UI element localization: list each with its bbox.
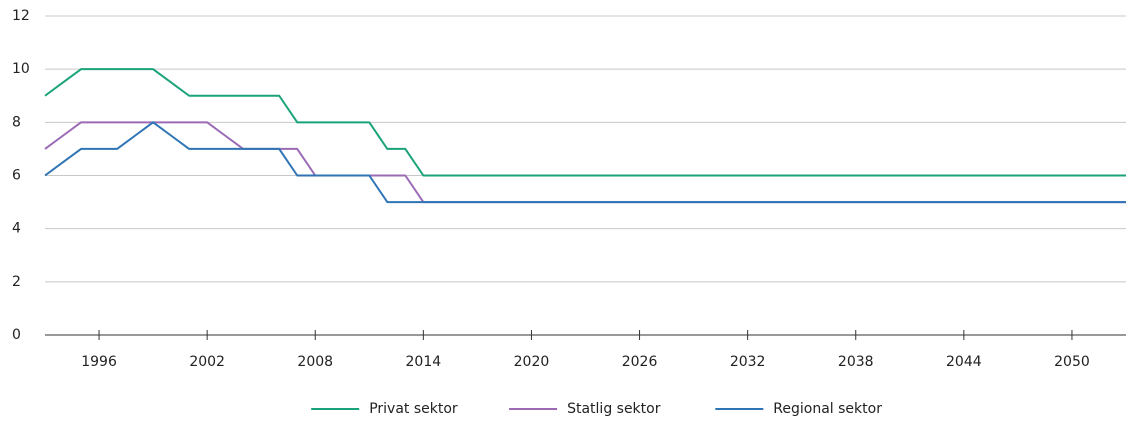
y-tick-label: 6 bbox=[12, 168, 21, 184]
data-line bbox=[44, 121, 1126, 204]
x-tick-label: 1996 bbox=[81, 354, 117, 370]
y-tick-label: 2 bbox=[12, 274, 21, 290]
legend-label: Statlig sektor bbox=[567, 401, 661, 417]
x-tick-label: 2044 bbox=[946, 354, 982, 370]
x-tick-label: 2050 bbox=[1054, 354, 1090, 370]
data-line bbox=[44, 121, 1126, 204]
x-tick-label: 2020 bbox=[514, 354, 550, 370]
y-tick-label: 4 bbox=[12, 221, 21, 237]
x-tick-label: 2032 bbox=[730, 354, 766, 370]
y-tick-label: 12 bbox=[12, 8, 30, 24]
x-tick-label: 2026 bbox=[622, 354, 658, 370]
x-tick-label: 2008 bbox=[297, 354, 333, 370]
y-tick-label: 10 bbox=[12, 61, 30, 77]
y-tick-label: 8 bbox=[12, 114, 21, 130]
y-tick-label: 0 bbox=[12, 327, 21, 343]
x-tick-label: 2002 bbox=[189, 354, 225, 370]
x-tick-label: 2014 bbox=[406, 354, 442, 370]
legend-label: Privat sektor bbox=[369, 401, 458, 417]
data-line bbox=[44, 68, 1126, 177]
x-tick-label: 2038 bbox=[838, 354, 874, 370]
legend-label: Regional sektor bbox=[773, 401, 882, 417]
